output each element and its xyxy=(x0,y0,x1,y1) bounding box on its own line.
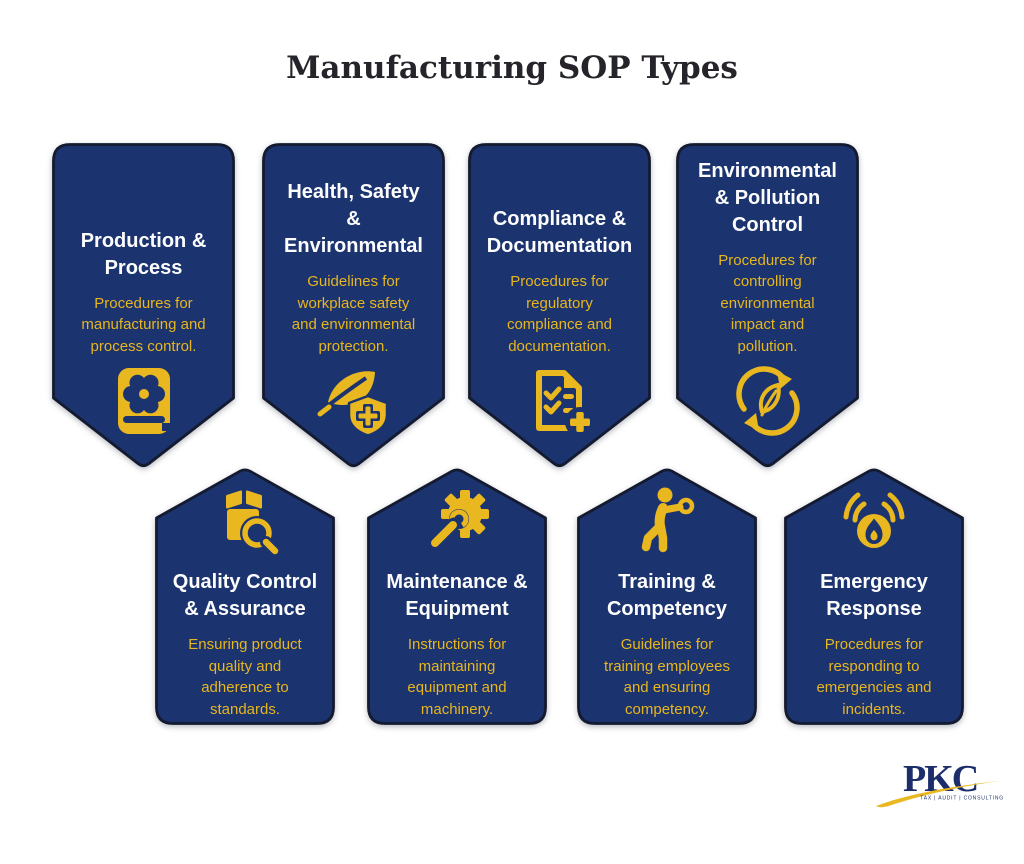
siren-icon xyxy=(843,492,905,548)
card-description: Guidelines for workplace safety and envi… xyxy=(291,273,416,355)
card-shape-pennant-up xyxy=(577,468,757,725)
sop-card-environmental-pollution-control: Environmental & Pollution Control Proced… xyxy=(676,143,859,469)
pkc-logo: PKC TAX | AUDIT | CONSULTING xyxy=(874,758,1006,810)
card-heading: Quality Control & Assurance xyxy=(172,571,318,620)
card-heading: Compliance & Documentation xyxy=(486,208,633,257)
card-description: Instructions for maintaining equipment a… xyxy=(407,636,507,718)
sop-card-emergency-response: Emergency Response Procedures for respon… xyxy=(784,467,964,725)
card-heading: Training & Competency xyxy=(606,571,728,620)
card-description: Procedures for regulatory compliance and… xyxy=(506,273,613,355)
sop-card-quality-control-assurance: Quality Control & Assurance Ensuring pro… xyxy=(155,467,335,725)
page-title: Manufacturing SOP Types xyxy=(286,50,738,86)
card-heading: Health, Safety & Environmental xyxy=(284,181,423,257)
book-gear-icon xyxy=(117,368,172,434)
card-shape-pennant-down xyxy=(468,143,651,468)
leaf-shield-icon xyxy=(317,371,388,437)
card-description: Procedures for responding to emergencies… xyxy=(816,636,932,718)
card-shape-pennant-up xyxy=(155,468,335,725)
sop-card-health-safety-environmental: Health, Safety & Environmental Guideline… xyxy=(262,143,445,469)
card-description: Procedures for controlling environmental… xyxy=(718,251,817,355)
sop-card-training-competency: Training & Competency Guidelines for tra… xyxy=(577,467,757,725)
card-description: Procedures for manufacturing and process… xyxy=(81,294,206,355)
card-shape-pennant-down xyxy=(52,143,235,468)
recycle-leaf-icon xyxy=(735,366,800,436)
logo-tagline: TAX | AUDIT | CONSULTING xyxy=(920,796,1004,802)
card-shape-pennant-up xyxy=(784,468,964,725)
box-magnifier-icon xyxy=(226,490,282,558)
logo-wordmark: PKC xyxy=(903,758,977,800)
card-description: Ensuring product quality and adherence t… xyxy=(188,636,302,718)
sop-card-compliance-documentation: Compliance & Documentation Procedures fo… xyxy=(468,143,651,469)
card-shape-pennant-up xyxy=(367,468,547,725)
checklist-document-icon xyxy=(535,370,595,437)
card-description: Guidelines for training employees and en… xyxy=(604,636,730,718)
card-heading: Production & Process xyxy=(80,229,207,279)
card-shape-pennant-down xyxy=(676,143,859,468)
sop-card-production-process: Production & Process Procedures for manu… xyxy=(52,143,235,469)
sop-card-maintenance-equipment: Maintenance & Equipment Instructions for… xyxy=(367,467,547,725)
training-person-icon xyxy=(641,487,695,553)
card-heading: Emergency Response xyxy=(820,571,928,620)
logo-swoosh xyxy=(876,780,1004,808)
card-heading: Environmental & Pollution Control xyxy=(698,159,837,236)
card-heading: Maintenance & Equipment xyxy=(386,571,528,620)
gear-wrench-icon xyxy=(427,490,489,551)
card-shape-pennant-down xyxy=(262,143,445,468)
